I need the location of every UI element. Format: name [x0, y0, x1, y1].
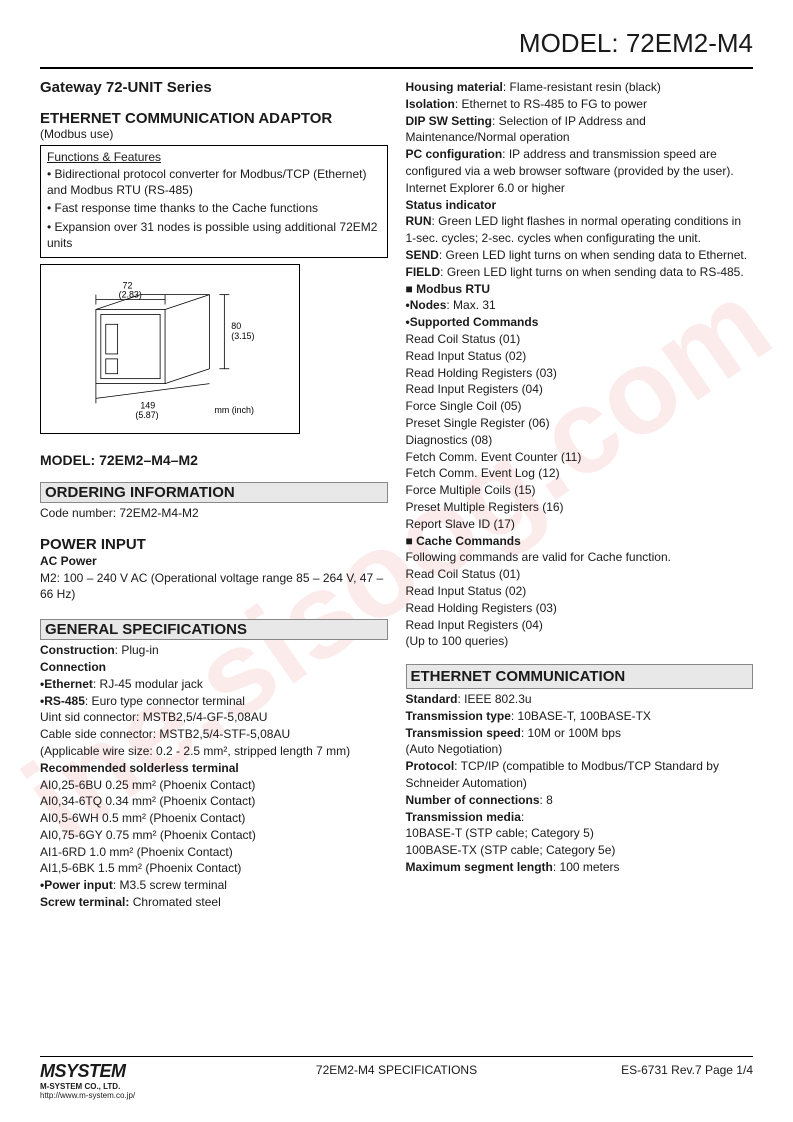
svg-text:80: 80 — [231, 321, 241, 331]
ordering-text: Code number: 72EM2-M4-M2 — [40, 505, 388, 522]
sub-heading: (Modbus use) — [40, 127, 388, 141]
features-box: Functions & Features • Bidirectional pro… — [40, 145, 388, 258]
feature-item: • Expansion over 31 nodes is possible us… — [47, 219, 381, 251]
page-title: MODEL: 72EM2-M4 — [40, 28, 753, 59]
right-column: Housing material: Flame-resistant resin … — [406, 79, 754, 911]
svg-text:(5.87): (5.87) — [135, 410, 158, 420]
svg-text:(3.15): (3.15) — [231, 331, 254, 341]
genspec-section: GENERAL SPECIFICATIONS — [40, 619, 388, 640]
svg-text:mm (inch): mm (inch) — [214, 405, 253, 415]
power-sub: AC Power — [40, 553, 388, 570]
footer-center: 72EM2-M4 SPECIFICATIONS — [210, 1061, 583, 1077]
svg-text:(2.83): (2.83) — [119, 290, 142, 300]
ethernet-section: ETHERNET COMMUNICATION — [406, 664, 754, 689]
page-footer: MSYSTEM M-SYSTEM CO., LTD. http://www.m-… — [40, 1056, 753, 1100]
svg-text:149: 149 — [140, 400, 155, 410]
feature-item: • Fast response time thanks to the Cache… — [47, 200, 381, 216]
power-section: POWER INPUT — [40, 536, 388, 553]
footer-right: ES-6731 Rev.7 Page 1/4 — [583, 1061, 753, 1077]
power-text: M2: 100 – 240 V AC (Operational voltage … — [40, 570, 388, 604]
main-heading: ETHERNET COMMUNICATION ADAPTOR — [40, 110, 388, 127]
dimension-drawing: 72 (2.83) 80 (3.15) 149 (5.87) mm (inch) — [40, 264, 300, 434]
genspec-body: Construction: Plug-in Connection •Ethern… — [40, 642, 388, 911]
features-title: Functions & Features — [47, 150, 381, 164]
footer-logo: MSYSTEM M-SYSTEM CO., LTD. http://www.m-… — [40, 1061, 210, 1100]
left-column: Gateway 72-UNIT Series ETHERNET COMMUNIC… — [40, 79, 388, 911]
model-line: MODEL: 72EM2–M4–M2 — [40, 452, 388, 468]
feature-item: • Bidirectional protocol converter for M… — [47, 166, 381, 198]
ordering-section: ORDERING INFORMATION — [40, 482, 388, 503]
title-rule — [40, 67, 753, 69]
series-title: Gateway 72-UNIT Series — [40, 79, 388, 96]
